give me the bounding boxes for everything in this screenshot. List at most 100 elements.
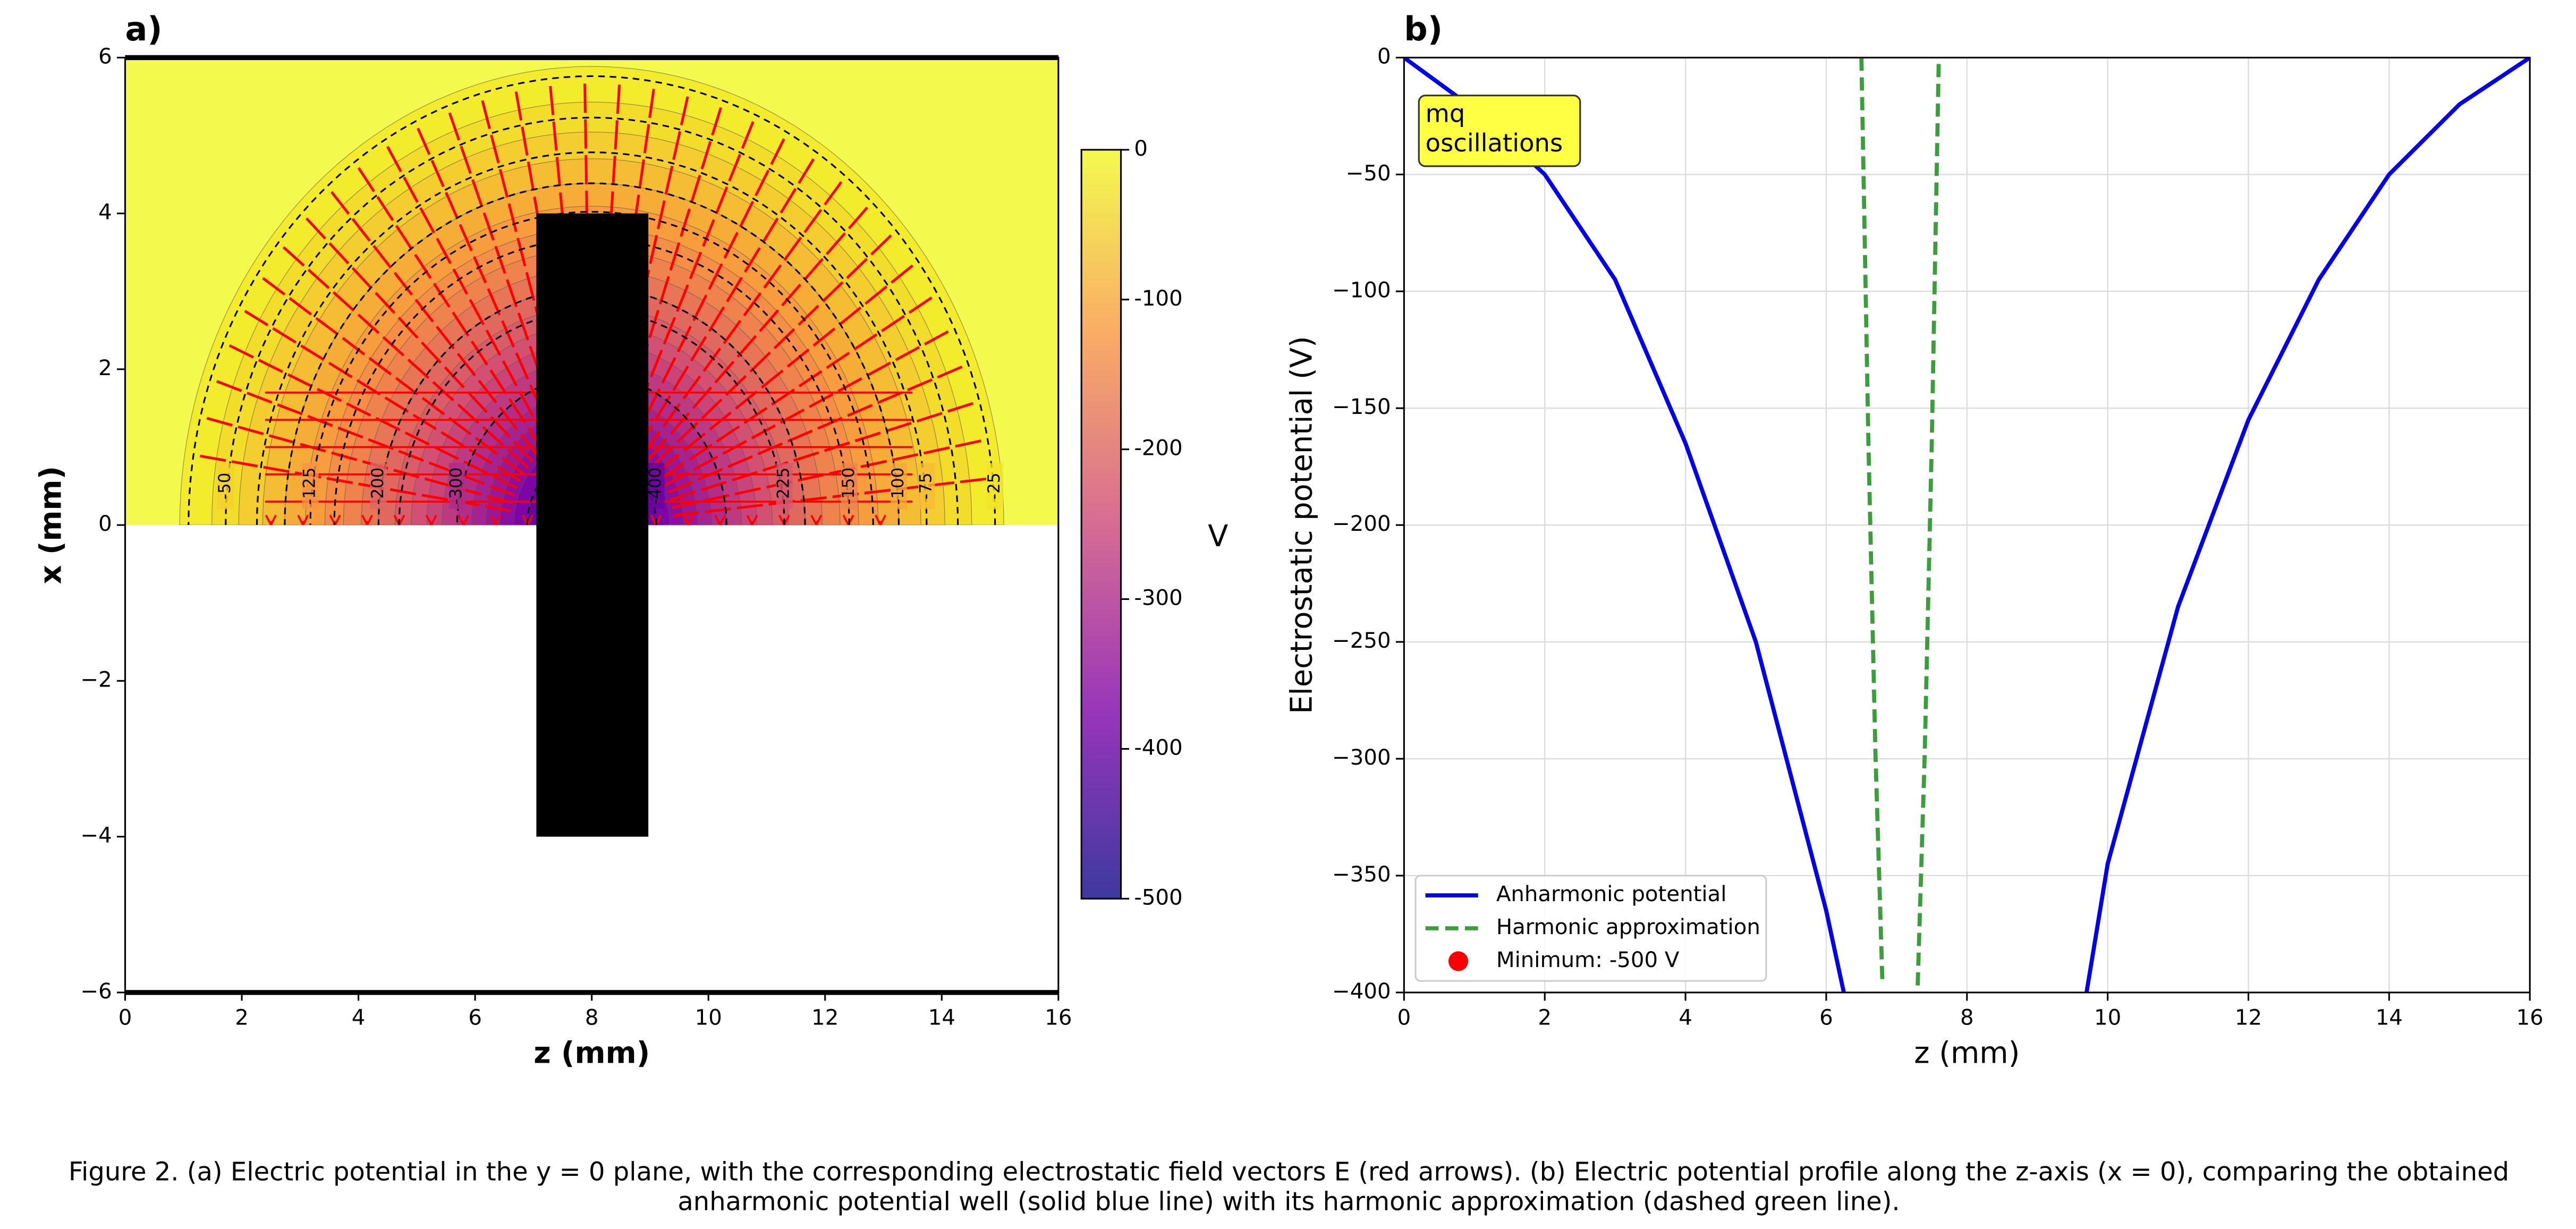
field-arrow bbox=[744, 247, 761, 273]
colorbar-tick-label: -200 bbox=[1134, 436, 1182, 461]
legend-marker bbox=[1448, 951, 1469, 971]
field-arrow bbox=[498, 169, 509, 198]
field-arrowhead bbox=[457, 514, 470, 525]
x-tick-label: 4 bbox=[1679, 1005, 1692, 1030]
field-arrow bbox=[923, 446, 950, 455]
y-tick-label: 0 bbox=[98, 512, 112, 536]
y-tick-label: −250 bbox=[1332, 629, 1391, 653]
field-arrow bbox=[436, 238, 452, 265]
field-arrow bbox=[337, 426, 363, 439]
field-arrow bbox=[515, 352, 529, 380]
field-arrow bbox=[231, 460, 258, 468]
field-arrow bbox=[648, 310, 660, 338]
field-arrow bbox=[749, 351, 771, 373]
field-arrow bbox=[514, 91, 523, 121]
field-arrowhead bbox=[393, 514, 405, 525]
field-arrow bbox=[414, 253, 432, 279]
field-arrow bbox=[709, 411, 732, 431]
field-arrow bbox=[680, 208, 691, 237]
field-arrow bbox=[432, 381, 455, 402]
x-tick-label: 14 bbox=[928, 1005, 955, 1030]
field-arrow bbox=[908, 296, 933, 314]
field-arrowhead bbox=[810, 514, 823, 525]
field-arrow bbox=[262, 277, 286, 296]
field-arrow bbox=[787, 429, 813, 443]
field-arrow bbox=[947, 402, 973, 413]
field-arrow bbox=[200, 454, 226, 462]
field-arrow bbox=[759, 309, 779, 333]
colorbar bbox=[1080, 149, 1122, 900]
y-tick-label: 2 bbox=[98, 356, 112, 380]
contour-label-bg bbox=[891, 463, 908, 510]
field-arrow bbox=[507, 448, 529, 469]
field-arrow bbox=[404, 431, 430, 446]
y-tick-label: −4 bbox=[80, 824, 112, 848]
field-arrow bbox=[692, 294, 708, 321]
field-arrow bbox=[661, 357, 676, 384]
caption-line: anharmonic potential well (solid blue li… bbox=[677, 1186, 1900, 1216]
field-arrow bbox=[421, 494, 448, 501]
field-arrow bbox=[424, 477, 451, 487]
field-arrow bbox=[238, 426, 264, 436]
field-arrow bbox=[662, 403, 681, 428]
field-arrow bbox=[328, 361, 353, 378]
field-arrow bbox=[734, 487, 761, 496]
x-tick-label: 12 bbox=[811, 1005, 838, 1030]
field-arrow bbox=[870, 234, 892, 256]
field-arrow bbox=[723, 320, 742, 344]
field-arrow bbox=[937, 366, 963, 379]
field-arrow bbox=[517, 312, 530, 341]
field-arrowhead bbox=[361, 514, 374, 525]
field-arrow bbox=[527, 162, 535, 191]
field-arrow bbox=[865, 285, 888, 305]
field-arrow bbox=[661, 462, 685, 480]
y-tick-label: −350 bbox=[1332, 862, 1391, 887]
x-tick-label: 6 bbox=[468, 1005, 482, 1030]
contour-label-bg bbox=[448, 463, 465, 510]
field-arrow bbox=[456, 352, 477, 377]
field-arrow bbox=[703, 494, 730, 503]
field-arrow bbox=[798, 158, 815, 184]
field-arrow bbox=[723, 232, 739, 259]
field-arrow bbox=[854, 431, 881, 443]
field-arrow bbox=[755, 169, 770, 197]
x-tick-label: 2 bbox=[1538, 1005, 1552, 1030]
x-tick-label: 6 bbox=[1819, 1005, 1833, 1030]
field-arrow bbox=[228, 344, 255, 359]
annotation-text: mq bbox=[1426, 99, 1465, 128]
colorbar-tick-label: -100 bbox=[1134, 286, 1182, 311]
field-arrow bbox=[494, 245, 506, 274]
field-arrow bbox=[760, 369, 784, 389]
field-arrow bbox=[676, 284, 689, 312]
y-axis-label: x (mm) bbox=[33, 466, 68, 584]
field-arrow bbox=[436, 326, 455, 350]
field-arrow bbox=[501, 320, 515, 348]
field-arrow bbox=[520, 434, 539, 457]
field-arrow bbox=[376, 196, 394, 222]
field-arrow bbox=[650, 349, 663, 378]
field-arrow bbox=[445, 192, 459, 219]
field-arrow bbox=[877, 391, 903, 404]
field-arrow bbox=[895, 346, 920, 361]
field-arrowhead bbox=[714, 514, 726, 525]
field-arrow bbox=[643, 124, 650, 154]
field-arrowhead bbox=[650, 514, 662, 525]
field-arrow bbox=[485, 505, 512, 512]
field-arrow bbox=[663, 317, 676, 345]
field-arrow bbox=[508, 398, 526, 423]
field-arrow bbox=[690, 336, 707, 362]
field-arrow bbox=[616, 84, 621, 114]
field-arrow bbox=[448, 112, 461, 141]
field-arrow bbox=[384, 396, 409, 413]
field-arrow bbox=[277, 403, 303, 416]
y-tick-label: −6 bbox=[80, 979, 112, 1004]
field-arrow bbox=[638, 159, 646, 189]
legend-box bbox=[1414, 875, 1767, 982]
field-arrow bbox=[386, 146, 402, 173]
contour-label-bg bbox=[302, 463, 319, 510]
field-arrow bbox=[452, 311, 470, 337]
field-arrow bbox=[793, 451, 819, 462]
field-arrow bbox=[907, 378, 933, 392]
field-arrow bbox=[583, 83, 587, 113]
